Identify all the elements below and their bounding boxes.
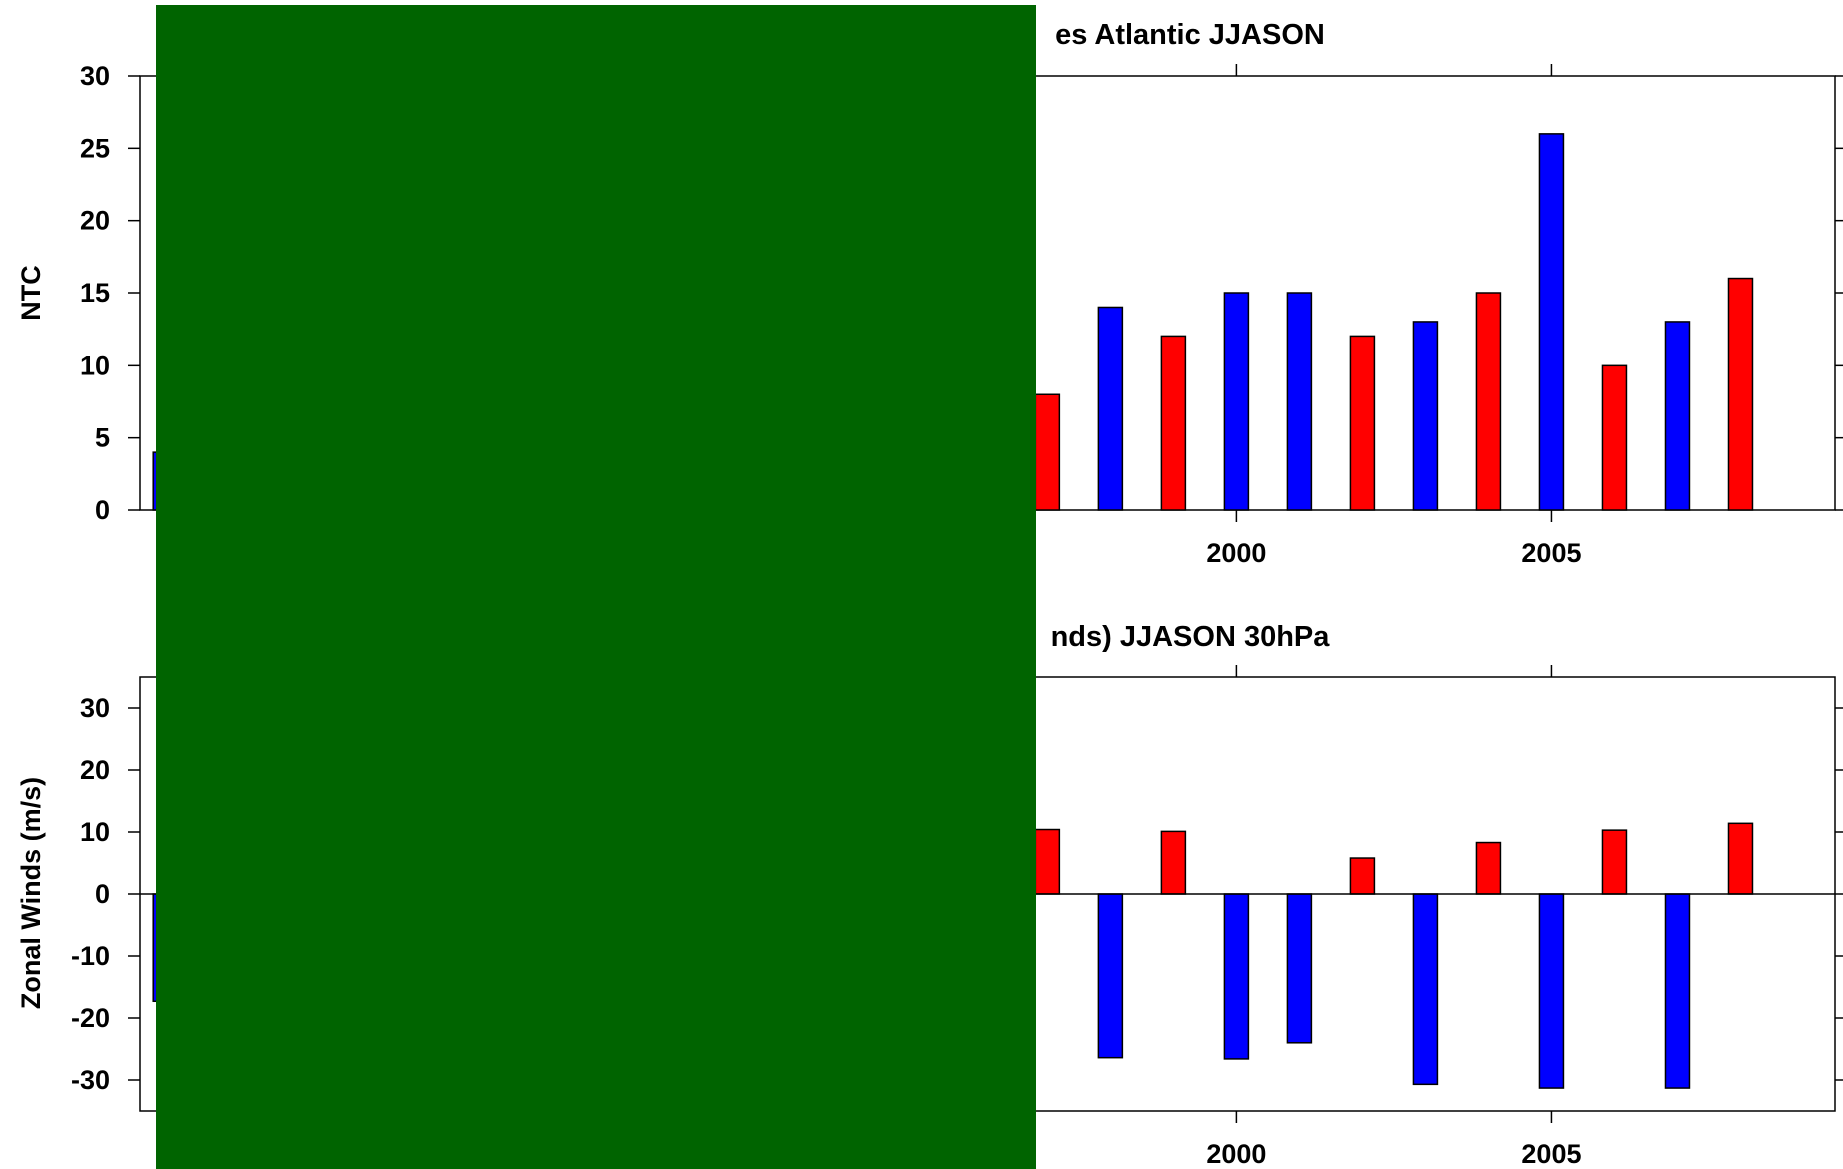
bar-1998 [1097, 306, 1124, 511]
y-tick-label: 5 [95, 423, 110, 453]
bar-1998 [1097, 893, 1124, 1059]
y-tick-label: -10 [71, 941, 110, 971]
bar-2005 [1538, 893, 1565, 1089]
y-axis-label: NTC [16, 265, 46, 321]
bar-2002 [1349, 857, 1376, 895]
y-tick-label: 30 [80, 61, 110, 91]
y-tick-label: 10 [80, 817, 110, 847]
bar-2001 [1286, 893, 1313, 1044]
y-tick-label: 25 [80, 133, 110, 163]
y-axis-label: Zonal Winds (m/s) [16, 777, 46, 1009]
chart-title: es Atlantic JJASON [1055, 19, 1325, 51]
bar-2002 [1349, 335, 1376, 511]
y-tick-label: 20 [80, 206, 110, 236]
y-tick-label: 0 [95, 495, 110, 525]
x-tick-label: 2000 [1206, 538, 1266, 568]
x-tick-label: 2005 [1521, 1139, 1581, 1169]
bar-2008 [1727, 822, 1754, 895]
x-tick-label: 2005 [1521, 538, 1581, 568]
y-tick-label: 10 [80, 350, 110, 380]
bar-1997 [1034, 828, 1061, 895]
bar-2004 [1475, 841, 1502, 895]
y-tick-label: 30 [80, 693, 110, 723]
y-tick-label: -30 [71, 1065, 110, 1095]
bar-2004 [1475, 292, 1502, 511]
bar-1999 [1160, 335, 1187, 511]
bar-2000 [1223, 893, 1250, 1060]
bar-1999 [1160, 830, 1187, 895]
bar-2006 [1601, 829, 1628, 895]
y-tick-label: 0 [95, 879, 110, 909]
bar-2005 [1538, 133, 1565, 511]
bar-2001 [1286, 292, 1313, 511]
bar-2007 [1664, 321, 1691, 511]
x-tick-label: 2000 [1206, 1139, 1266, 1169]
redaction-block [156, 5, 1036, 1169]
chart-title: nds) JJASON 30hPa [1051, 621, 1331, 653]
bar-2008 [1727, 277, 1754, 511]
y-tick-label: 15 [80, 278, 110, 308]
bar-2007 [1664, 893, 1691, 1089]
y-tick-label: -20 [71, 1003, 110, 1033]
bar-1997 [1034, 393, 1061, 511]
bar-2006 [1601, 364, 1628, 511]
bar-2000 [1223, 292, 1250, 511]
bar-2003 [1412, 321, 1439, 511]
y-tick-label: 20 [80, 755, 110, 785]
bar-2003 [1412, 893, 1439, 1086]
